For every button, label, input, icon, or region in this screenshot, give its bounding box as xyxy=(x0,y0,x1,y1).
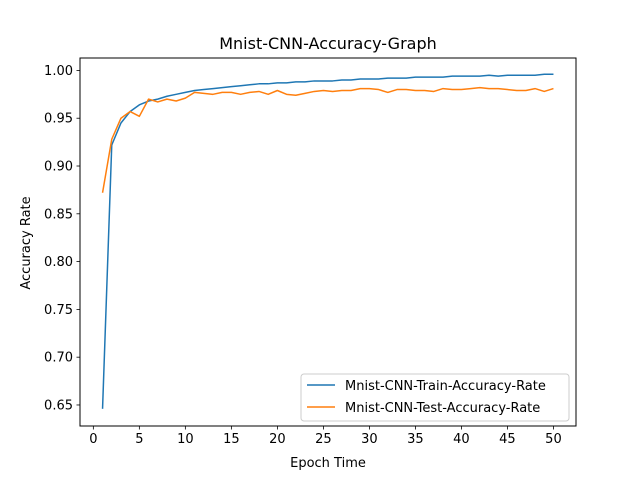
series-layer xyxy=(101,73,554,409)
x-tick-label: 0 xyxy=(89,432,97,447)
legend: Mnist-CNN-Train-Accuracy-Rate Mnist-CNN-… xyxy=(300,373,570,422)
x-tick-label: 25 xyxy=(315,432,332,447)
chart-title: Mnist-CNN-Accuracy-Graph xyxy=(219,34,437,53)
legend-box xyxy=(300,373,570,422)
legend-label-train: Mnist-CNN-Train-Accuracy-Rate xyxy=(345,379,546,394)
x-tick-label: 35 xyxy=(407,432,424,447)
y-tick-label: 0.70 xyxy=(44,351,73,366)
y-tick-label: 0.95 xyxy=(44,112,73,127)
series-line-test xyxy=(101,86,554,193)
y-tick-label: 0.75 xyxy=(44,303,73,318)
y-tick-label: 0.65 xyxy=(44,398,73,413)
plot-background xyxy=(80,58,576,426)
x-tick-label: 45 xyxy=(499,432,516,447)
y-tick-label: 0.90 xyxy=(44,160,73,175)
x-axis-label: Epoch Time xyxy=(290,456,366,471)
legend-label-test: Mnist-CNN-Test-Accuracy-Rate xyxy=(345,401,540,416)
x-tick-label: 50 xyxy=(545,432,562,447)
plot-area xyxy=(80,58,576,426)
x-tick-label: 10 xyxy=(177,432,194,447)
x-tick-label: 15 xyxy=(223,432,240,447)
ticks-layer: 0 5 10 15 20 25 30 35 40 45 50 0.65 0.70 0.75 0.80 0.85… xyxy=(44,64,562,447)
x-tick-label: 40 xyxy=(453,432,470,447)
y-tick-label: 0.85 xyxy=(44,207,73,222)
series-line-train xyxy=(101,73,554,409)
axes-frame xyxy=(79,57,577,427)
y-tick-label: 0.80 xyxy=(44,255,73,270)
x-tick-label: 5 xyxy=(135,432,143,447)
x-tick-label: 30 xyxy=(361,432,378,447)
y-tick-label: 1.00 xyxy=(44,64,73,79)
y-axis-label: Accuracy Rate xyxy=(19,196,34,289)
x-tick-label: 20 xyxy=(269,432,286,447)
